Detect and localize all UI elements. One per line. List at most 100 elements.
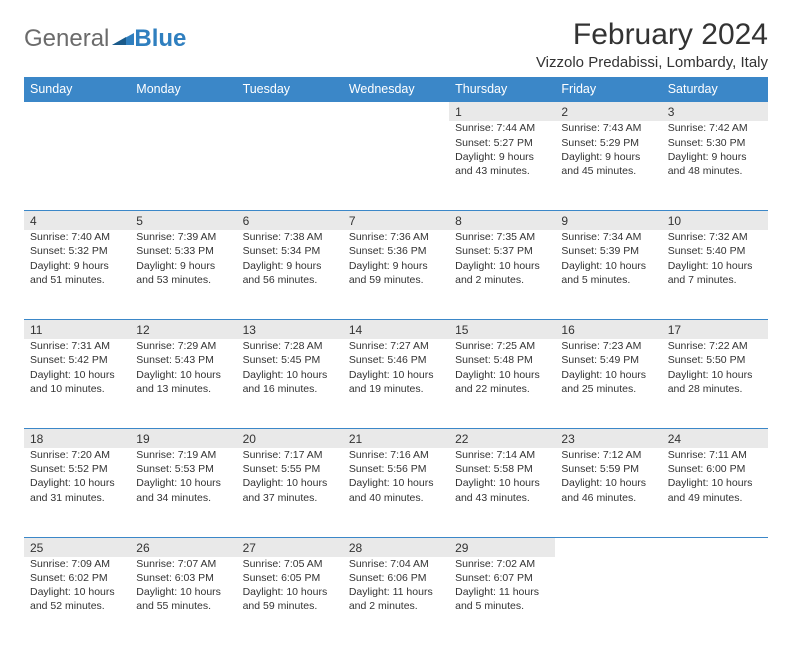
daylight-label: Daylight: 10 hours [243,585,337,599]
empty-day-cell [24,121,130,210]
logo: General Blue [24,18,186,53]
day-cell: Sunrise: 7:34 AMSunset: 5:39 PMDaylight:… [555,230,661,319]
logo-text-general: General [24,25,109,53]
day-number-cell: 11 [24,319,130,339]
day-number-cell: 7 [343,210,449,230]
sunrise-label: Sunrise: 7:44 AM [455,121,549,135]
daylight-label: Daylight: 9 hours [136,259,230,273]
weekday-header: Wednesday [343,77,449,102]
weekday-header-row: SundayMondayTuesdayWednesdayThursdayFrid… [24,77,768,102]
daylight-label: and 45 minutes. [561,164,655,178]
daylight-label: and 46 minutes. [561,491,655,505]
sunset-label: Sunset: 5:37 PM [455,244,549,258]
sunrise-label: Sunrise: 7:19 AM [136,448,230,462]
day-cell: Sunrise: 7:20 AMSunset: 5:52 PMDaylight:… [24,448,130,537]
sunset-label: Sunset: 6:03 PM [136,571,230,585]
sunrise-label: Sunrise: 7:11 AM [668,448,762,462]
day-cell: Sunrise: 7:42 AMSunset: 5:30 PMDaylight:… [662,121,768,210]
day-cell: Sunrise: 7:19 AMSunset: 5:53 PMDaylight:… [130,448,236,537]
day-cell: Sunrise: 7:28 AMSunset: 5:45 PMDaylight:… [237,339,343,428]
daylight-label: Daylight: 10 hours [136,476,230,490]
daylight-label: Daylight: 10 hours [243,368,337,382]
sunrise-label: Sunrise: 7:34 AM [561,230,655,244]
daylight-label: and 43 minutes. [455,164,549,178]
daylight-label: Daylight: 9 hours [561,150,655,164]
empty-daynum-cell [662,537,768,557]
daylight-label: and 19 minutes. [349,382,443,396]
day-cell: Sunrise: 7:14 AMSunset: 5:58 PMDaylight:… [449,448,555,537]
day-number-cell: 12 [130,319,236,339]
sunrise-label: Sunrise: 7:25 AM [455,339,549,353]
day-cell: Sunrise: 7:31 AMSunset: 5:42 PMDaylight:… [24,339,130,428]
daylight-label: and 53 minutes. [136,273,230,287]
day-cell: Sunrise: 7:22 AMSunset: 5:50 PMDaylight:… [662,339,768,428]
daylight-label: Daylight: 10 hours [349,368,443,382]
daylight-label: Daylight: 10 hours [30,585,124,599]
sunrise-label: Sunrise: 7:35 AM [455,230,549,244]
daylight-label: and 31 minutes. [30,491,124,505]
sunrise-label: Sunrise: 7:36 AM [349,230,443,244]
daylight-label: and 51 minutes. [30,273,124,287]
day-number-cell: 3 [662,102,768,122]
sunset-label: Sunset: 5:56 PM [349,462,443,476]
daylight-label: Daylight: 10 hours [455,259,549,273]
sunrise-label: Sunrise: 7:05 AM [243,557,337,571]
sunset-label: Sunset: 5:32 PM [30,244,124,258]
day-number-cell: 28 [343,537,449,557]
sunrise-label: Sunrise: 7:14 AM [455,448,549,462]
title-block: February 2024 Vizzolo Predabissi, Lombar… [536,18,768,71]
day-cell: Sunrise: 7:17 AMSunset: 5:55 PMDaylight:… [237,448,343,537]
empty-daynum-cell [24,102,130,122]
day-number-cell: 9 [555,210,661,230]
sunrise-label: Sunrise: 7:40 AM [30,230,124,244]
month-title: February 2024 [536,18,768,52]
weekday-header: Monday [130,77,236,102]
day-number-cell: 20 [237,428,343,448]
day-cell: Sunrise: 7:09 AMSunset: 6:02 PMDaylight:… [24,557,130,646]
daynum-row: 2526272829 [24,537,768,557]
sunset-label: Sunset: 5:39 PM [561,244,655,258]
daylight-label: and 16 minutes. [243,382,337,396]
sunset-label: Sunset: 5:33 PM [136,244,230,258]
daynum-row: 123 [24,102,768,122]
sunset-label: Sunset: 5:53 PM [136,462,230,476]
day-cell: Sunrise: 7:36 AMSunset: 5:36 PMDaylight:… [343,230,449,319]
sunset-label: Sunset: 5:49 PM [561,353,655,367]
day-number-cell: 25 [24,537,130,557]
page-header: General Blue February 2024 Vizzolo Preda… [24,18,768,71]
daylight-label: and 37 minutes. [243,491,337,505]
empty-daynum-cell [555,537,661,557]
daylight-label: and 59 minutes. [349,273,443,287]
sunrise-label: Sunrise: 7:32 AM [668,230,762,244]
day-cell: Sunrise: 7:04 AMSunset: 6:06 PMDaylight:… [343,557,449,646]
day-content-row: Sunrise: 7:31 AMSunset: 5:42 PMDaylight:… [24,339,768,428]
day-number-cell: 10 [662,210,768,230]
daylight-label: and 48 minutes. [668,164,762,178]
day-cell: Sunrise: 7:25 AMSunset: 5:48 PMDaylight:… [449,339,555,428]
sunset-label: Sunset: 5:43 PM [136,353,230,367]
daylight-label: and 49 minutes. [668,491,762,505]
daylight-label: and 22 minutes. [455,382,549,396]
empty-daynum-cell [130,102,236,122]
sunrise-label: Sunrise: 7:20 AM [30,448,124,462]
logo-triangle-icon [112,24,134,52]
sunrise-label: Sunrise: 7:22 AM [668,339,762,353]
day-number-cell: 8 [449,210,555,230]
sunset-label: Sunset: 5:55 PM [243,462,337,476]
weekday-header: Friday [555,77,661,102]
sunset-label: Sunset: 5:45 PM [243,353,337,367]
day-number-cell: 21 [343,428,449,448]
day-number-cell: 22 [449,428,555,448]
weekday-header: Sunday [24,77,130,102]
daylight-label: Daylight: 10 hours [349,476,443,490]
sunrise-label: Sunrise: 7:42 AM [668,121,762,135]
daylight-label: Daylight: 10 hours [30,476,124,490]
day-cell: Sunrise: 7:29 AMSunset: 5:43 PMDaylight:… [130,339,236,428]
day-number-cell: 17 [662,319,768,339]
sunrise-label: Sunrise: 7:17 AM [243,448,337,462]
sunset-label: Sunset: 6:06 PM [349,571,443,585]
day-cell: Sunrise: 7:23 AMSunset: 5:49 PMDaylight:… [555,339,661,428]
day-cell: Sunrise: 7:43 AMSunset: 5:29 PMDaylight:… [555,121,661,210]
sunrise-label: Sunrise: 7:23 AM [561,339,655,353]
daylight-label: Daylight: 10 hours [668,476,762,490]
